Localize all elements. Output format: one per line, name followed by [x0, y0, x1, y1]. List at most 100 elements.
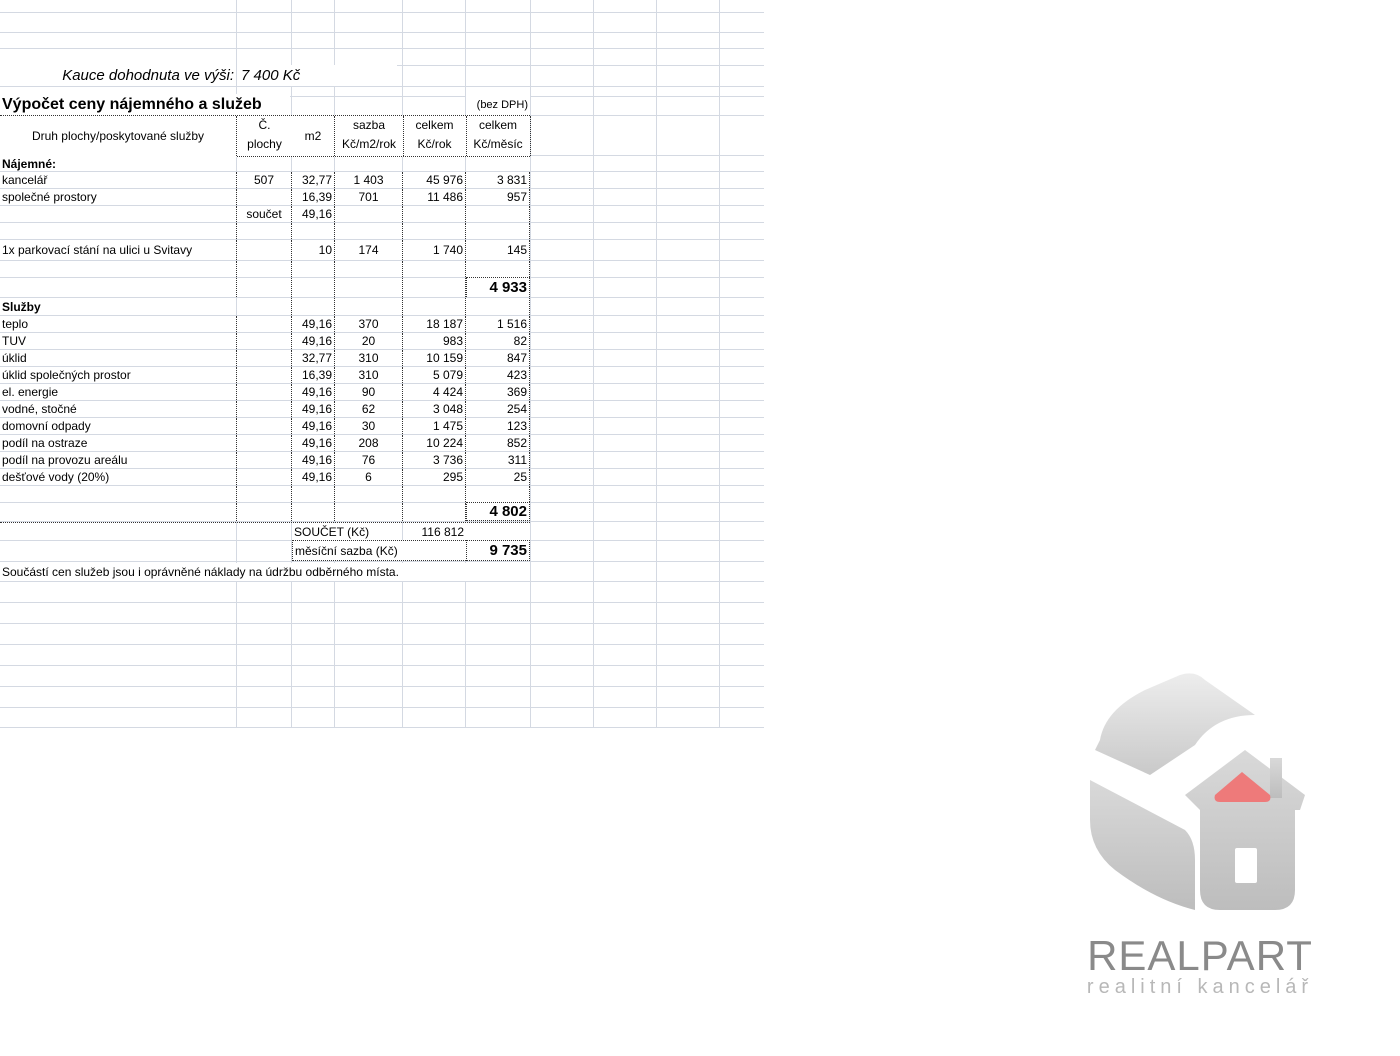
empty-cell[interactable] — [403, 298, 466, 315]
cell-area-no[interactable] — [237, 333, 292, 349]
cell-rate[interactable]: 20 — [335, 333, 403, 349]
empty-cell[interactable] — [237, 261, 292, 277]
empty-cell[interactable] — [335, 486, 403, 502]
empty-cell[interactable] — [403, 503, 466, 521]
cell-rate[interactable]: 90 — [335, 384, 403, 400]
cell-rate[interactable] — [335, 223, 403, 239]
cell-year[interactable]: 10 159 — [403, 350, 466, 366]
cell-year[interactable]: 3 736 — [403, 452, 466, 468]
cell-area-no[interactable] — [237, 418, 292, 434]
cell-m2[interactable]: 32,77 — [292, 350, 335, 366]
cell-area-no[interactable] — [237, 401, 292, 417]
empty-cell[interactable] — [335, 298, 403, 315]
empty-cell[interactable] — [237, 503, 292, 521]
cell-m2[interactable]: 16,39 — [292, 189, 335, 205]
cell-m2[interactable]: 49,16 — [292, 469, 335, 485]
cell-m2[interactable]: 16,39 — [292, 367, 335, 383]
cell-month[interactable] — [466, 223, 530, 239]
cell-month[interactable]: 1 516 — [466, 316, 530, 332]
cell-area-no[interactable]: 507 — [237, 172, 292, 188]
cell-month[interactable]: 82 — [466, 333, 530, 349]
empty-cell[interactable] — [335, 503, 403, 521]
cell-month[interactable]: 3 831 — [466, 172, 530, 188]
cell-month[interactable] — [466, 206, 530, 222]
cell-area-no[interactable] — [237, 189, 292, 205]
cell-label[interactable]: úklid — [0, 350, 237, 366]
cell-m2[interactable]: 49,16 — [292, 333, 335, 349]
cell-label[interactable]: podíl na ostraze — [0, 435, 237, 451]
cell-rate[interactable]: 1 403 — [335, 172, 403, 188]
cell-year[interactable] — [403, 206, 466, 222]
cell-year[interactable]: 5 079 — [403, 367, 466, 383]
empty-cell[interactable] — [292, 278, 335, 297]
cell-m2[interactable]: 10 — [292, 240, 335, 260]
cell-rate[interactable]: 174 — [335, 240, 403, 260]
cell-month[interactable]: 847 — [466, 350, 530, 366]
empty-cell[interactable] — [292, 261, 335, 277]
cell-month[interactable]: 123 — [466, 418, 530, 434]
cell-area-no[interactable] — [237, 316, 292, 332]
cell-m2[interactable]: 49,16 — [292, 384, 335, 400]
empty-cell[interactable] — [0, 261, 237, 277]
cell-month[interactable]: 852 — [466, 435, 530, 451]
cell-label[interactable] — [0, 206, 237, 222]
cell-label[interactable]: podíl na provozu areálu — [0, 452, 237, 468]
empty-cell[interactable] — [403, 261, 466, 277]
cell-area-no[interactable] — [237, 367, 292, 383]
empty-cell[interactable] — [292, 298, 335, 315]
cell-label[interactable]: teplo — [0, 316, 237, 332]
empty-cell[interactable] — [466, 298, 530, 315]
empty-cell[interactable] — [403, 486, 466, 502]
cell-year[interactable]: 3 048 — [403, 401, 466, 417]
cell-area-no[interactable] — [237, 384, 292, 400]
cell-rate[interactable]: 62 — [335, 401, 403, 417]
cell-m2[interactable]: 49,16 — [292, 452, 335, 468]
cell-label[interactable]: 1x parkovací stání na ulici u Svitavy — [0, 240, 237, 260]
empty-cell[interactable] — [335, 278, 403, 297]
cell-m2[interactable] — [292, 223, 335, 239]
cell-rate[interactable]: 370 — [335, 316, 403, 332]
cell-year[interactable]: 1 740 — [403, 240, 466, 260]
empty-cell[interactable] — [0, 503, 237, 521]
cell-label[interactable]: úklid společných prostor — [0, 367, 237, 383]
cell-month[interactable]: 957 — [466, 189, 530, 205]
cell-area-no[interactable] — [237, 469, 292, 485]
cell-m2[interactable]: 49,16 — [292, 206, 335, 222]
cell-year[interactable]: 18 187 — [403, 316, 466, 332]
cell-rate[interactable]: 6 — [335, 469, 403, 485]
empty-cell[interactable] — [292, 486, 335, 502]
empty-cell[interactable] — [237, 298, 292, 315]
cell-rate[interactable]: 310 — [335, 367, 403, 383]
cell-month[interactable]: 145 — [466, 240, 530, 260]
cell-label[interactable]: domovní odpady — [0, 418, 237, 434]
cell-month[interactable]: 311 — [466, 452, 530, 468]
cell-label[interactable]: dešťové vody (20%) — [0, 469, 237, 485]
cell-label[interactable]: vodné, stočné — [0, 401, 237, 417]
empty-cell[interactable] — [335, 261, 403, 277]
cell-month[interactable]: 423 — [466, 367, 530, 383]
cell-rate[interactable]: 701 — [335, 189, 403, 205]
cell-month[interactable]: 254 — [466, 401, 530, 417]
cell-area-no[interactable] — [237, 435, 292, 451]
empty-cell[interactable] — [237, 278, 292, 297]
cell-rate[interactable]: 30 — [335, 418, 403, 434]
cell-area-no[interactable]: součet — [237, 206, 292, 222]
empty-cell[interactable] — [0, 486, 237, 502]
cell-year[interactable]: 1 475 — [403, 418, 466, 434]
empty-cell[interactable] — [466, 261, 530, 277]
cell-m2[interactable]: 49,16 — [292, 316, 335, 332]
empty-cell[interactable] — [403, 278, 466, 297]
cell-rate[interactable]: 76 — [335, 452, 403, 468]
cell-m2[interactable]: 32,77 — [292, 172, 335, 188]
cell-label[interactable]: společné prostory — [0, 189, 237, 205]
cell-area-no[interactable] — [237, 452, 292, 468]
cell-year[interactable]: 4 424 — [403, 384, 466, 400]
cell-rate[interactable] — [335, 206, 403, 222]
cell-m2[interactable]: 49,16 — [292, 418, 335, 434]
cell-month[interactable]: 369 — [466, 384, 530, 400]
empty-cell[interactable] — [466, 486, 530, 502]
empty-cell[interactable] — [292, 503, 335, 521]
cell-year[interactable]: 11 486 — [403, 189, 466, 205]
cell-label[interactable] — [0, 223, 237, 239]
cell-year[interactable]: 983 — [403, 333, 466, 349]
